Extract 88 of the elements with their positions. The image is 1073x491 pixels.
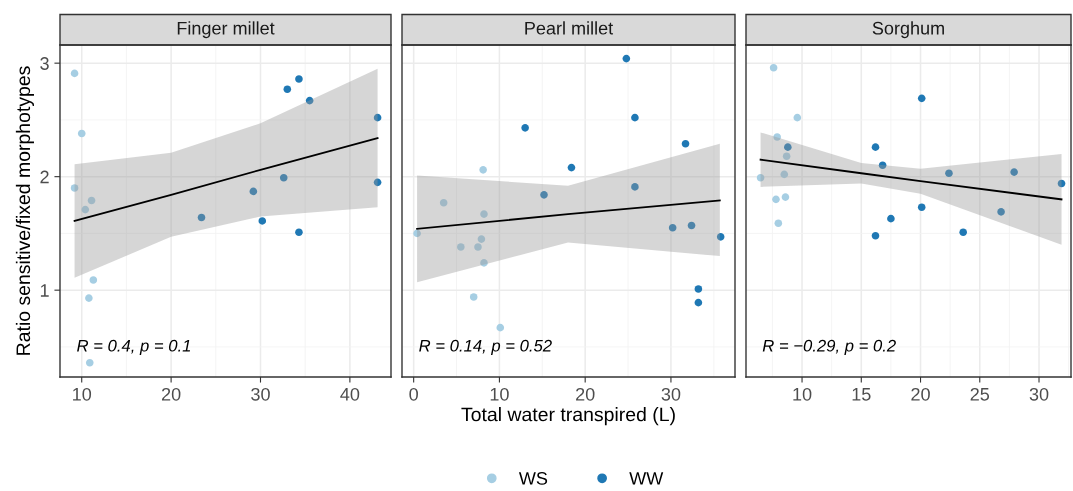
point	[782, 152, 791, 161]
point	[631, 113, 639, 122]
point	[871, 231, 880, 240]
point	[878, 161, 887, 170]
x-tick-label: 10	[73, 387, 92, 401]
point	[295, 228, 303, 237]
point	[469, 293, 478, 301]
x-tick-label: 30	[1029, 387, 1049, 401]
point	[305, 96, 314, 105]
point	[295, 75, 303, 83]
point	[681, 139, 690, 148]
line-series	[73, 137, 379, 222]
point	[480, 259, 488, 267]
x-tick-label: 15	[852, 388, 871, 401]
legend-label: WS	[518, 471, 548, 485]
point	[70, 184, 79, 192]
point	[784, 143, 792, 151]
point	[474, 243, 482, 251]
x-tick-label: 25	[970, 387, 990, 401]
point	[81, 205, 90, 214]
point	[89, 276, 98, 284]
point	[258, 217, 267, 225]
point	[249, 187, 258, 196]
point	[567, 163, 576, 172]
point	[687, 221, 696, 230]
point	[373, 113, 382, 122]
point	[496, 323, 505, 332]
point	[871, 143, 880, 151]
point	[694, 285, 703, 293]
x-tick-label: 20	[911, 387, 930, 401]
point	[413, 229, 421, 238]
point	[279, 174, 288, 182]
chart-title: Pearl millet	[525, 21, 614, 35]
point	[540, 191, 548, 199]
point	[769, 63, 778, 72]
annotation: R = −0.29, p = 0.2	[762, 339, 896, 355]
point	[716, 233, 725, 241]
point	[70, 69, 79, 78]
point	[997, 208, 1005, 216]
point	[87, 196, 96, 205]
point	[283, 85, 292, 94]
point	[85, 294, 93, 302]
point	[77, 129, 86, 138]
y-tick-label: 1	[40, 284, 49, 297]
x-tick-label: 30	[251, 387, 270, 401]
point	[373, 178, 382, 187]
point	[439, 198, 448, 207]
point	[780, 170, 789, 179]
y-tick-label: 3	[40, 57, 49, 70]
point	[773, 133, 781, 141]
point	[197, 213, 206, 222]
annotation: R = 0.14, p = 0.52	[419, 339, 552, 355]
x-tick-label: 20	[576, 387, 595, 401]
chart-title: Finger millet	[177, 21, 275, 39]
legend-label: WW	[629, 472, 664, 485]
point	[887, 214, 895, 223]
point	[774, 219, 783, 228]
chart-title: Sorghum	[872, 21, 944, 39]
point	[457, 243, 465, 251]
point	[622, 54, 631, 63]
point	[1010, 168, 1018, 176]
annotation: R = 0.4, p = 0.1	[77, 339, 191, 355]
point	[756, 174, 765, 182]
point	[521, 124, 529, 132]
point	[85, 359, 94, 367]
y-axis-title: Ratio sensitive/fixed morphotypes	[15, 66, 34, 355]
point	[477, 235, 486, 243]
point	[631, 183, 639, 191]
point	[917, 203, 926, 212]
point	[772, 195, 780, 204]
point	[917, 94, 926, 103]
x-tick-label: 10	[490, 387, 509, 401]
x-tick-label: 0	[409, 387, 418, 401]
point	[959, 228, 967, 237]
x-tick-label: 10	[793, 387, 812, 401]
point	[479, 166, 487, 174]
point	[694, 298, 703, 307]
point	[945, 169, 953, 178]
y-tick-label: 2	[40, 170, 49, 184]
point	[781, 193, 790, 201]
point	[480, 210, 488, 218]
x-tick-label: 20	[161, 387, 181, 401]
x-tick-label: 40	[340, 387, 360, 401]
point	[1057, 179, 1066, 188]
x-tick-label: 30	[661, 387, 681, 401]
point	[668, 223, 677, 232]
point	[793, 113, 802, 122]
x-axis-title: Total water transpired (L)	[461, 407, 675, 426]
